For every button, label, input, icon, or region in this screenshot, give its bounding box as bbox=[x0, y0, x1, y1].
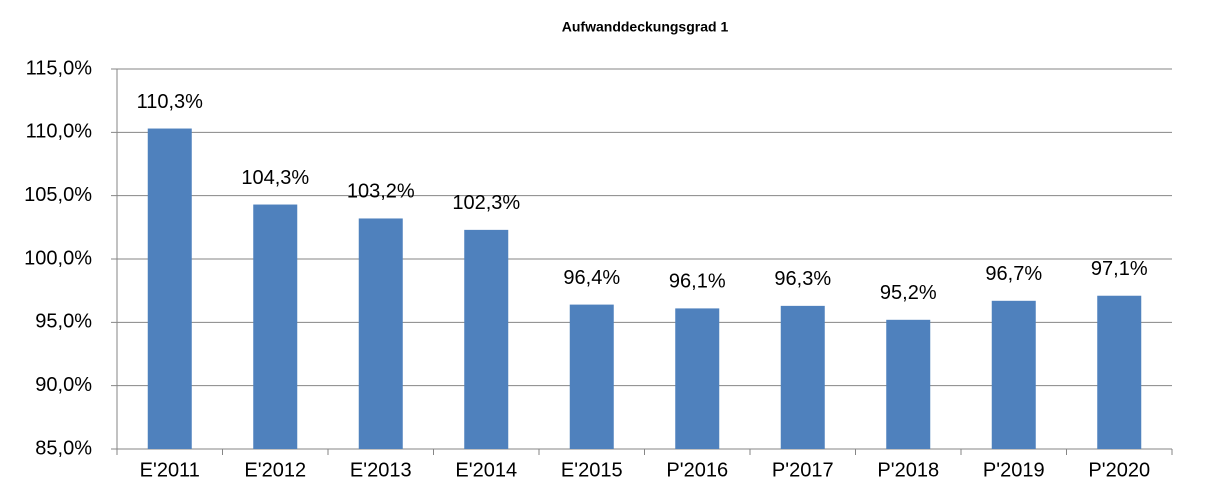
value-label: 97,1% bbox=[1091, 258, 1148, 280]
bar bbox=[147, 128, 192, 450]
y-tick-label: 110,0% bbox=[26, 121, 93, 143]
x-tick-label: E'2012 bbox=[244, 459, 306, 481]
value-label: 96,4% bbox=[563, 267, 620, 289]
x-tick-label: P'2018 bbox=[877, 459, 939, 481]
value-label: 110,3% bbox=[137, 91, 204, 113]
bar bbox=[1097, 295, 1142, 449]
chart-title: Aufwanddeckungsgrad 1 bbox=[562, 19, 729, 35]
x-tick-label: E'2011 bbox=[140, 459, 200, 481]
value-label: 95,2% bbox=[880, 282, 937, 304]
value-label: 96,3% bbox=[774, 268, 831, 290]
x-tick-label: P'2019 bbox=[983, 459, 1045, 481]
bar bbox=[569, 304, 614, 449]
x-tick-label: E'2014 bbox=[455, 459, 517, 481]
x-tick-label: P'2016 bbox=[666, 459, 728, 481]
bar bbox=[991, 300, 1036, 449]
bar bbox=[253, 204, 298, 449]
x-tick-label: E'2015 bbox=[561, 459, 623, 481]
y-tick-label: 95,0% bbox=[35, 311, 92, 333]
bar bbox=[780, 305, 825, 449]
value-label: 104,3% bbox=[241, 167, 309, 189]
bar bbox=[464, 229, 509, 449]
x-tick-label: P'2020 bbox=[1088, 459, 1150, 481]
value-label: 103,2% bbox=[347, 181, 415, 203]
bar bbox=[675, 308, 720, 449]
bar bbox=[886, 319, 931, 449]
value-label: 96,1% bbox=[669, 271, 726, 293]
x-tick-label: P'2017 bbox=[772, 459, 834, 481]
y-tick-label: 100,0% bbox=[24, 247, 92, 269]
y-tick-label: 85,0% bbox=[35, 437, 92, 459]
value-label: 96,7% bbox=[985, 263, 1042, 285]
value-label: 102,3% bbox=[452, 192, 520, 214]
x-tick-label: E'2013 bbox=[350, 459, 412, 481]
bar bbox=[358, 218, 403, 449]
y-tick-label: 115,0% bbox=[26, 57, 93, 79]
y-tick-label: 90,0% bbox=[35, 374, 92, 396]
y-tick-label: 105,0% bbox=[24, 184, 92, 206]
